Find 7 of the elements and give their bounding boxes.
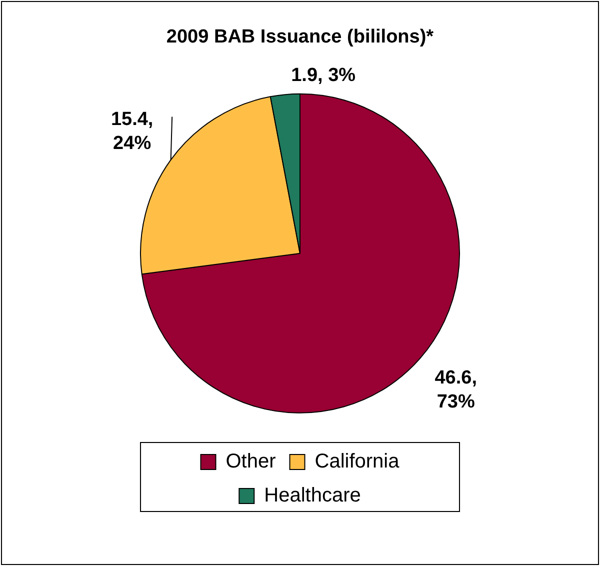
legend-label: Other <box>226 450 276 473</box>
data-label: 46.6, 73% <box>434 367 477 412</box>
legend-label: Healthcare <box>264 484 361 507</box>
legend-label: California <box>314 450 400 473</box>
chart-title: 2009 BAB Issuance (bililons)* <box>166 26 434 48</box>
data-label: 1.9, 3% <box>291 64 356 86</box>
data-label: 15.4, 24% <box>110 109 154 154</box>
